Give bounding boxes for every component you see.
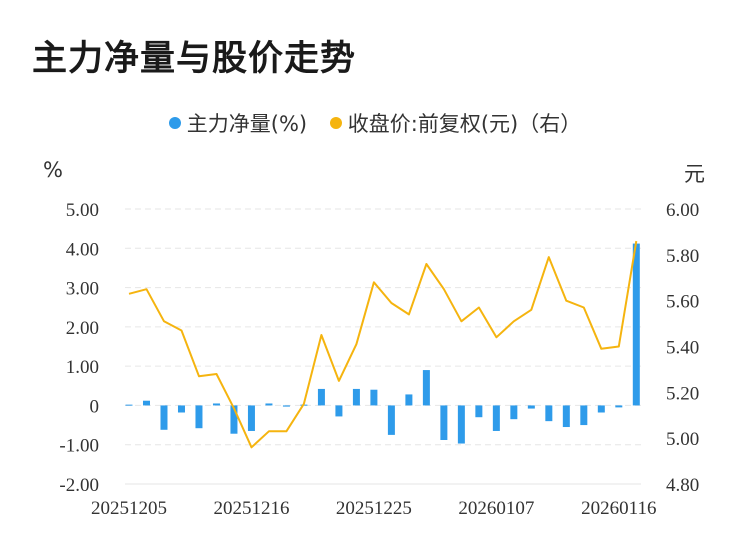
bar-net-volume[interactable] — [422, 370, 430, 406]
legend-label-close-price: 收盘价:前复权(元)（右） — [347, 112, 582, 136]
bar-net-volume[interactable] — [160, 405, 168, 430]
legend-item-net-volume[interactable]: 主力净量(%) — [168, 108, 308, 138]
bar-net-volume[interactable] — [142, 400, 150, 406]
legend: 主力净量(%) 收盘价:前复权(元)（右） — [0, 108, 750, 138]
x-tick-label: 20260116 — [581, 498, 656, 519]
bar-net-volume[interactable] — [562, 405, 570, 428]
bar-net-volume[interactable] — [230, 405, 238, 434]
bar-net-volume[interactable] — [177, 405, 185, 413]
bar-net-volume[interactable] — [247, 405, 255, 431]
bar-net-volume[interactable] — [510, 405, 518, 420]
left-tick-label: -1.00 — [59, 436, 99, 457]
bar-net-volume[interactable] — [195, 405, 203, 429]
bar-net-volume[interactable] — [125, 404, 133, 406]
x-tick-label: 20251225 — [336, 498, 412, 519]
bar-net-volume[interactable] — [457, 405, 465, 444]
bar-net-volume[interactable] — [545, 405, 553, 422]
right-tick-label: 5.40 — [666, 338, 699, 359]
bar-net-volume[interactable] — [265, 403, 273, 406]
bar-net-volume[interactable] — [352, 388, 360, 406]
left-tick-label: 2.00 — [66, 318, 99, 339]
x-tick-label: 20260107 — [458, 498, 534, 519]
bar-net-volume[interactable] — [615, 405, 623, 408]
legend-dot-icon — [168, 117, 181, 129]
bar-net-volume[interactable] — [597, 405, 605, 413]
left-tick-label: 5.00 — [66, 200, 99, 221]
right-tick-label: 5.80 — [666, 246, 699, 267]
left-axis-unit: % — [43, 158, 63, 182]
left-tick-label: 1.00 — [66, 357, 99, 378]
bar-net-volume[interactable] — [335, 405, 343, 417]
chart-title: 主力净量与股价走势 — [32, 39, 357, 79]
left-axis-ticks: -2.00 -1.00 0 1.00 2.00 3.00 4.00 5.00 — [59, 200, 99, 496]
bar-net-volume[interactable] — [475, 405, 483, 418]
bar-net-volume[interactable] — [212, 403, 220, 406]
bar-series — [125, 243, 640, 444]
right-axis-unit: 元 — [684, 162, 705, 186]
bar-net-volume[interactable] — [387, 405, 395, 435]
grid-lines — [125, 208, 641, 485]
left-tick-label: 3.00 — [66, 279, 99, 300]
right-tick-label: 4.80 — [666, 475, 699, 496]
legend-item-close-price[interactable]: 收盘价:前复权(元)（右） — [329, 108, 582, 138]
bar-net-volume[interactable] — [527, 405, 535, 409]
left-tick-label: 0 — [90, 396, 100, 417]
bar-net-volume[interactable] — [282, 405, 290, 407]
right-axis-ticks: 4.80 5.00 5.20 5.40 5.60 5.80 6.00 — [666, 200, 699, 496]
x-tick-label: 20251205 — [91, 498, 167, 519]
right-tick-label: 5.60 — [666, 292, 699, 313]
bar-net-volume[interactable] — [632, 243, 640, 406]
bar-net-volume[interactable] — [405, 394, 413, 406]
left-tick-label: -2.00 — [59, 475, 99, 496]
right-tick-label: 6.00 — [666, 200, 699, 221]
bar-net-volume[interactable] — [492, 405, 500, 431]
right-tick-label: 5.00 — [666, 429, 699, 450]
bar-net-volume[interactable] — [440, 405, 448, 440]
line-close-price[interactable] — [128, 240, 638, 449]
bar-net-volume[interactable] — [317, 388, 325, 406]
right-tick-label: 5.20 — [666, 383, 699, 404]
legend-dot-icon — [329, 117, 342, 129]
legend-label-net-volume: 主力净量(%) — [186, 112, 308, 136]
x-axis-ticks: 20251205 20251216 20251225 20260107 20260116 — [91, 498, 656, 519]
bar-net-volume[interactable] — [370, 389, 378, 406]
left-tick-label: 4.00 — [66, 239, 99, 260]
line-series — [128, 240, 638, 449]
bar-net-volume[interactable] — [580, 405, 588, 426]
x-tick-label: 20251216 — [213, 498, 289, 519]
